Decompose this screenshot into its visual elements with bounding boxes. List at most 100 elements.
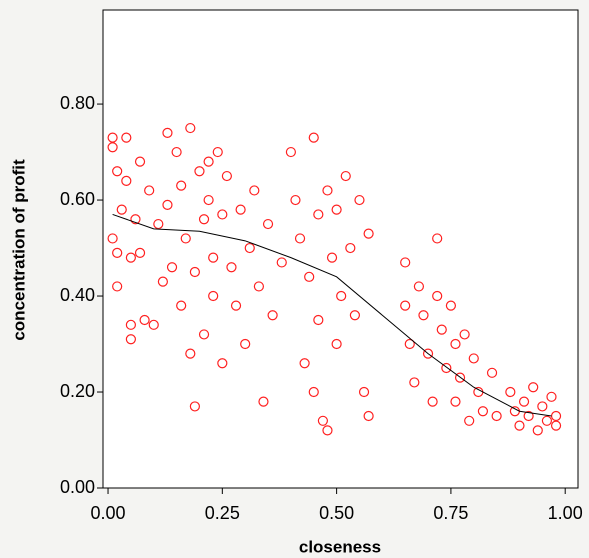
point <box>180 233 191 244</box>
point <box>313 209 324 220</box>
plot-area <box>102 9 579 489</box>
point <box>308 132 319 143</box>
point <box>226 262 237 273</box>
point <box>267 310 278 321</box>
point <box>125 319 136 330</box>
point <box>340 170 351 182</box>
point <box>413 281 425 292</box>
point <box>427 396 438 407</box>
point <box>436 324 447 335</box>
point <box>116 204 127 215</box>
point <box>400 257 411 268</box>
point <box>212 146 223 158</box>
point <box>230 300 242 311</box>
point <box>221 170 232 182</box>
point <box>162 127 173 138</box>
point <box>432 290 443 302</box>
point <box>345 242 356 254</box>
point <box>422 348 434 359</box>
point <box>258 396 269 407</box>
point <box>459 329 470 340</box>
point <box>198 329 210 340</box>
point <box>249 185 260 196</box>
point <box>290 194 301 206</box>
point <box>208 290 219 302</box>
point <box>322 425 333 436</box>
point <box>363 410 374 422</box>
point <box>203 156 214 167</box>
point <box>322 185 333 196</box>
point <box>441 362 452 374</box>
point <box>144 185 155 196</box>
point <box>505 386 516 398</box>
point <box>477 406 489 417</box>
x-tick-label: 0.50 <box>319 503 354 523</box>
point <box>518 396 530 407</box>
point <box>349 310 361 321</box>
x-tick-label: 0.25 <box>205 503 240 523</box>
point <box>358 386 370 398</box>
point <box>189 266 200 278</box>
point <box>176 300 187 311</box>
x-tick-label: 0.00 <box>91 503 126 523</box>
fit-line <box>112 213 552 417</box>
point <box>217 209 228 220</box>
y-tick-label: 0.00 <box>60 477 95 497</box>
point <box>432 233 443 244</box>
point <box>331 204 342 215</box>
point <box>194 166 205 177</box>
point <box>148 319 159 330</box>
point <box>313 314 324 326</box>
point <box>121 175 132 186</box>
point <box>491 410 502 422</box>
point <box>208 252 219 263</box>
point <box>130 214 141 225</box>
point <box>240 338 251 350</box>
point <box>276 257 287 268</box>
point <box>304 271 315 282</box>
point <box>235 204 246 215</box>
point <box>139 314 150 326</box>
x-axis-title: closeness <box>299 537 381 556</box>
y-tick-label: 0.60 <box>60 189 95 209</box>
point <box>217 358 228 369</box>
point <box>112 281 123 292</box>
point <box>400 300 411 311</box>
point <box>317 415 328 426</box>
point <box>308 386 319 398</box>
point <box>198 214 210 225</box>
point <box>203 194 214 206</box>
point <box>185 122 196 134</box>
point <box>523 410 534 422</box>
point <box>185 348 196 359</box>
point <box>107 233 118 244</box>
point <box>262 218 274 230</box>
y-axis-title: concentration of profit <box>9 159 28 341</box>
point <box>107 142 118 153</box>
point <box>445 300 457 311</box>
y-tick-label: 0.40 <box>60 285 95 305</box>
y-tick-label: 0.80 <box>60 93 95 113</box>
point <box>550 420 562 431</box>
point <box>450 338 461 350</box>
point <box>294 233 306 244</box>
point <box>454 372 466 383</box>
point <box>125 252 136 263</box>
point <box>299 358 310 369</box>
point <box>171 146 182 158</box>
point <box>157 276 168 287</box>
point <box>134 247 146 258</box>
point <box>468 353 479 364</box>
point <box>253 281 264 292</box>
point <box>285 146 296 158</box>
point <box>532 425 543 436</box>
point <box>125 334 136 345</box>
point <box>404 338 415 350</box>
point <box>528 382 539 393</box>
point <box>176 180 187 191</box>
point <box>418 310 429 321</box>
point <box>134 156 146 167</box>
point <box>450 396 461 407</box>
